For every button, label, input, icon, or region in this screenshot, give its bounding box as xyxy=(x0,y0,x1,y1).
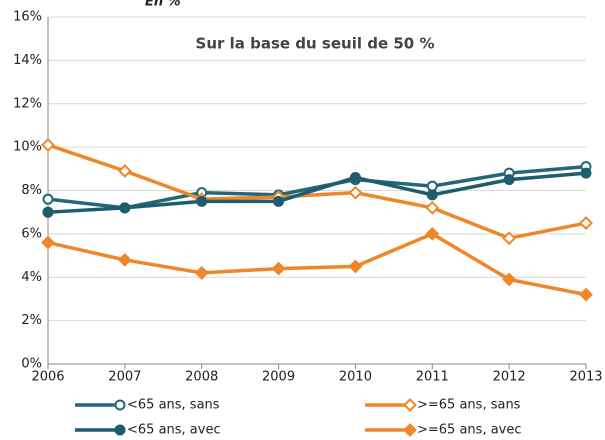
marker xyxy=(502,272,517,287)
marker xyxy=(271,261,286,276)
y-tick-label: 6% xyxy=(21,226,42,241)
x-tick-label: 2009 xyxy=(262,370,295,385)
y-tick-label: 12% xyxy=(13,96,42,111)
y-tick-label: 8% xyxy=(21,183,42,198)
marker xyxy=(119,202,131,214)
marker xyxy=(579,216,593,230)
marker xyxy=(349,171,361,183)
y-tick-label: 16% xyxy=(13,10,42,25)
marker xyxy=(41,235,55,250)
line xyxy=(47,143,587,241)
x-tick-label: 2013 xyxy=(569,370,602,385)
marker xyxy=(403,398,417,412)
series xyxy=(42,167,592,218)
marker xyxy=(114,424,126,436)
y-tick-label: 2% xyxy=(21,313,42,328)
legend-label: >=65 ans, sans xyxy=(417,398,521,413)
marker xyxy=(42,193,54,205)
line xyxy=(47,231,587,297)
marker xyxy=(426,180,438,192)
marker xyxy=(273,195,285,207)
line xyxy=(47,171,587,214)
series xyxy=(41,138,593,246)
marker xyxy=(117,252,132,267)
x-tick-label: 2012 xyxy=(493,370,526,385)
legend-label: <65 ans, avec xyxy=(127,423,221,438)
legend-label: <65 ans, sans xyxy=(127,398,220,413)
marker xyxy=(503,174,515,186)
marker xyxy=(114,399,126,411)
x-tick-label: 2010 xyxy=(339,370,372,385)
marker xyxy=(117,164,132,178)
y-tick-label: 4% xyxy=(21,270,42,285)
x-tick-label: 2011 xyxy=(416,370,449,385)
marker xyxy=(425,226,440,241)
series xyxy=(41,226,593,302)
marker xyxy=(579,287,593,302)
marker xyxy=(348,259,363,274)
marker xyxy=(348,185,363,200)
x-tick-label: 2007 xyxy=(108,370,141,385)
x-tick-label: 2006 xyxy=(31,370,64,385)
marker xyxy=(41,138,55,152)
marker xyxy=(194,265,209,280)
marker xyxy=(425,200,440,215)
legend-label: >=65 ans, avec xyxy=(417,423,522,438)
y-tick-label: 14% xyxy=(13,53,42,68)
annotation: Sur la base du seuil de 50 % xyxy=(196,35,435,53)
marker xyxy=(502,231,517,246)
marker xyxy=(196,195,208,207)
marker xyxy=(42,206,54,218)
marker xyxy=(403,423,417,437)
y-tick-label: 10% xyxy=(13,140,42,155)
x-tick-label: 2008 xyxy=(185,370,218,385)
marker xyxy=(426,189,438,201)
marker xyxy=(580,167,592,179)
chart-title: En % xyxy=(145,0,181,10)
y-tick-label: 0% xyxy=(21,357,42,372)
